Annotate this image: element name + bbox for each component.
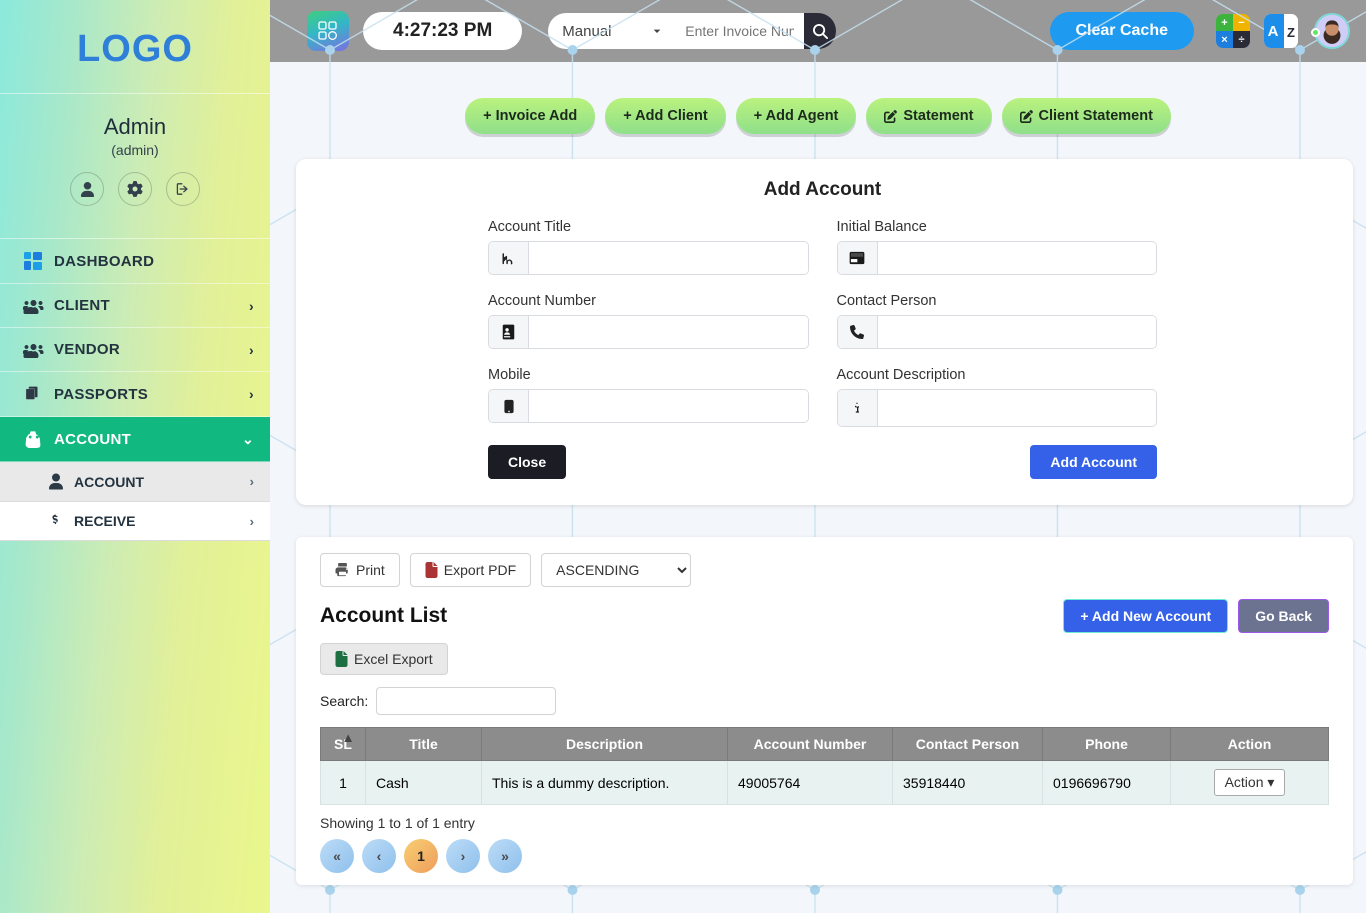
svg-text:Z: Z: [1287, 25, 1295, 40]
svg-text:A: A: [1268, 23, 1279, 40]
